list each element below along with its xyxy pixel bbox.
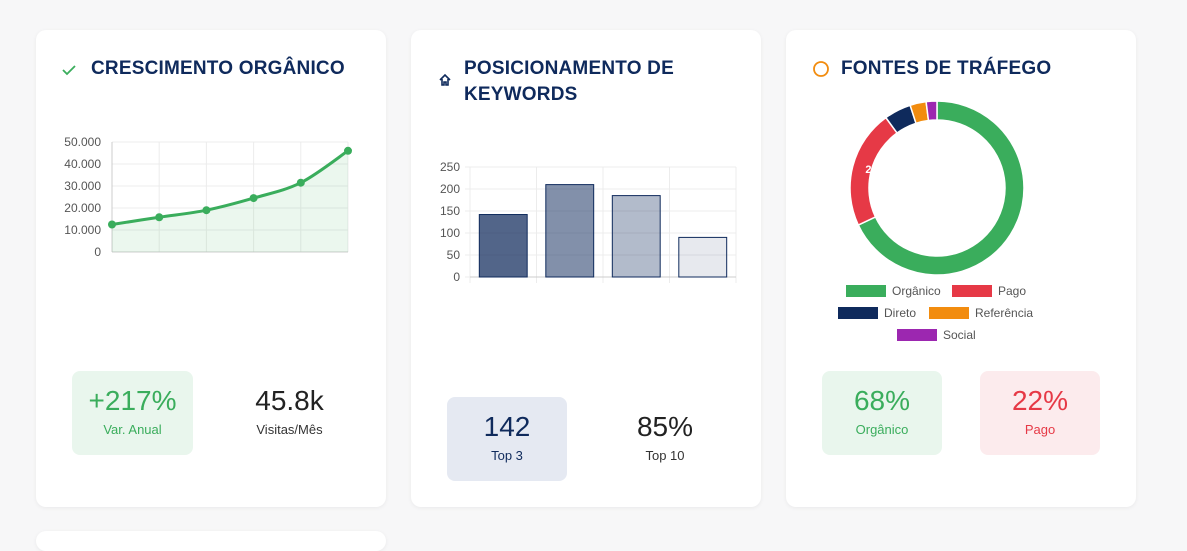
slice-data-label: 68%: [979, 264, 1001, 276]
bar: [478, 214, 528, 278]
y-tick-label: 20.000: [64, 201, 101, 215]
stat-label: Top 3: [491, 448, 523, 463]
chart-series-line: [111, 149, 349, 226]
stat-label: Visitas/Mês: [256, 422, 323, 437]
y-tick-label: 150: [440, 204, 460, 218]
stat-value: 68%: [853, 385, 911, 416]
paid-share-stat: 22% Pago: [980, 371, 1100, 455]
y-tick-label: 10.000: [64, 223, 101, 237]
stat-value: +217%: [88, 385, 177, 416]
legend-swatch: [846, 285, 886, 297]
data-point: [249, 194, 258, 203]
data-point: [296, 178, 305, 187]
legend-swatch: [929, 307, 969, 319]
stat-label: Top 10: [645, 448, 685, 463]
organic-share-stat: 68% Orgânico: [822, 371, 942, 455]
bar: [545, 184, 595, 278]
check-icon: [62, 63, 76, 81]
traffic-sources-card: FONTES DE TRÁFEGO 68% 22% Orgânico Pago Dir…: [786, 30, 1136, 507]
stat-label: Pago: [1024, 422, 1056, 437]
data-point: [155, 213, 164, 222]
legend-label: Direto: [884, 306, 917, 320]
card-title-line-2: KEYWORDS: [464, 84, 578, 105]
annual-variation-stat: +217% Var. Anual: [72, 371, 193, 455]
traffic-sources-chart: 68% 22%: [849, 100, 1025, 276]
chart-legend: Orgânico Pago Direto Referência Social: [786, 282, 1136, 342]
card-title: CRESCIMENTO ORGÂNICO: [91, 58, 345, 79]
legend-swatch: [838, 307, 878, 319]
pie-slice: [857, 100, 1025, 276]
y-tick-label: 30.000: [64, 179, 101, 193]
next-card: [36, 531, 386, 551]
bar: [611, 195, 661, 278]
circle-icon: [812, 60, 830, 83]
y-tick-label: 250: [440, 160, 460, 174]
data-point: [202, 206, 211, 215]
y-tick-label: 100: [440, 226, 460, 240]
stat-value: 85%: [636, 411, 694, 442]
chart-area-fill: [112, 150, 348, 252]
y-tick-label: 0: [453, 270, 460, 284]
pie-slice: [925, 100, 938, 122]
monthly-visits-stat: 45.8k Visitas/Mês: [229, 371, 350, 455]
legend-swatch: [952, 285, 992, 297]
stat-label: Var. Anual: [103, 422, 162, 437]
card-title: FONTES DE TRÁFEGO: [841, 58, 1052, 79]
legend-label: Orgânico: [892, 284, 941, 298]
legend-label: Referência: [975, 306, 1034, 320]
stat-value: 142: [483, 411, 531, 442]
card-title-line-1: POSICIONAMENTO DE: [464, 58, 674, 79]
legend-swatch: [897, 329, 937, 341]
top3-stat: 142 Top 3: [447, 397, 567, 481]
legend-label: Social: [943, 328, 976, 342]
stat-value: 45.8k: [255, 385, 324, 416]
keyword-positioning-card: POSICIONAMENTO DE KEYWORDS 250 200 150 100 5…: [411, 30, 761, 507]
y-tick-label: 40.000: [64, 157, 101, 171]
top10-stat: 85% Top 10: [605, 397, 725, 481]
y-tick-label: 50.000: [64, 135, 101, 149]
organic-growth-card: CRESCIMENTO ORGÂNICO 50.000 40.000 30.000 2…: [36, 30, 386, 507]
stat-value: 22%: [1011, 385, 1069, 416]
home-icon: [438, 73, 452, 92]
y-tick-label: 50: [447, 248, 461, 262]
y-tick-label: 0: [94, 245, 101, 259]
slice-data-label: 22%: [865, 164, 887, 176]
stat-label: Orgânico: [855, 422, 909, 437]
y-tick-label: 200: [440, 182, 460, 196]
data-point: [108, 220, 116, 229]
data-point: [344, 146, 352, 155]
legend-label: Pago: [998, 284, 1027, 298]
bar: [678, 236, 728, 278]
